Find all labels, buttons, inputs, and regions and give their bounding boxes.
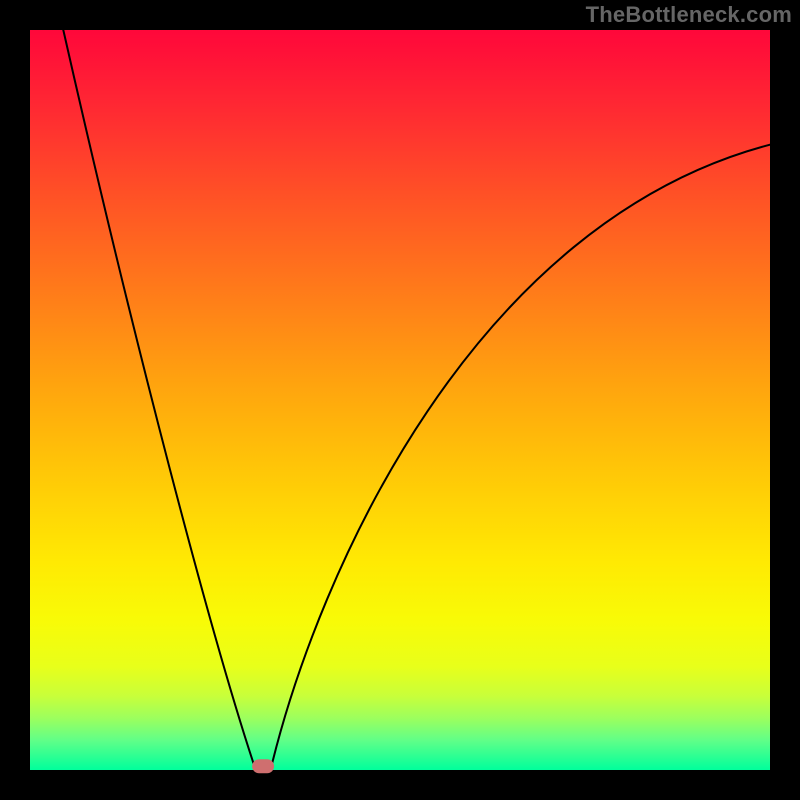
watermark-text: TheBottleneck.com — [586, 2, 792, 28]
chart-frame: TheBottleneck.com — [0, 0, 800, 800]
plot-area — [30, 30, 770, 770]
bottleneck-chart — [0, 0, 800, 800]
optimal-point-marker — [252, 759, 274, 773]
